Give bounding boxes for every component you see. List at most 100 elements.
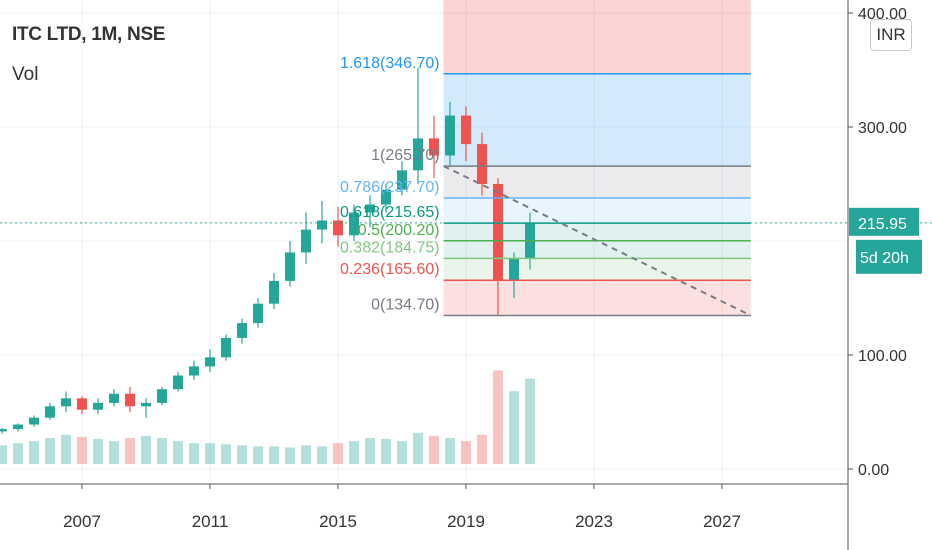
candle-body <box>477 144 487 184</box>
volume-bar <box>525 378 535 464</box>
time-axis-labels: 2007 2011 2015 2019 2023 2027 <box>63 484 741 531</box>
candle-body <box>349 212 359 236</box>
candle-body <box>285 252 295 281</box>
candle-body <box>237 323 247 338</box>
price-tick-label: 400.00 <box>858 6 907 23</box>
candle-body <box>381 189 391 205</box>
volume-bar <box>157 438 167 464</box>
candle-body <box>461 115 471 145</box>
candle-body <box>189 366 199 376</box>
fib-zones <box>443 0 751 316</box>
fib-zone <box>443 166 751 199</box>
volume-bar <box>317 446 327 464</box>
volume-bar <box>509 391 519 464</box>
price-tick-label: 300.00 <box>858 120 907 137</box>
fib-label: 0.382(184.75) <box>340 239 440 256</box>
volume-bar <box>397 441 407 464</box>
candle-body <box>429 138 439 156</box>
volume-bar <box>13 443 23 464</box>
candle-body <box>413 138 423 171</box>
price-axis-labels: 400.00 300.00 100.00 0.00 <box>848 6 907 479</box>
volume-bar <box>61 434 71 464</box>
volume-bar <box>301 445 311 464</box>
fib-label: 0.5(200.20) <box>358 222 440 239</box>
time-tick-label: 2027 <box>703 512 741 531</box>
volume-bar <box>461 441 471 464</box>
volume-bar <box>445 438 455 464</box>
candle-body <box>269 280 279 304</box>
fib-zone <box>443 258 751 281</box>
candle-body <box>45 406 55 418</box>
candle-body <box>13 424 23 430</box>
volume-bar <box>125 438 135 464</box>
volume-bar <box>269 446 279 464</box>
fib-label: 0.618(215.65) <box>340 204 440 221</box>
volume-bar <box>413 432 423 464</box>
fib-levels: 1.618(346.70) 1(265.70) 0.786(237.70) 0.618… <box>340 55 751 317</box>
countdown-badge <box>856 239 922 274</box>
volume-bar <box>253 446 263 464</box>
volume-bars <box>0 370 535 464</box>
candle-body <box>493 184 503 281</box>
currency-button[interactable]: INR <box>870 19 912 51</box>
fib-zone <box>443 198 751 224</box>
price-tick-label: 0.00 <box>858 462 889 479</box>
fib-zone <box>443 280 751 316</box>
volume-bar <box>237 445 247 464</box>
candle-body <box>109 393 119 403</box>
volume-bar <box>0 445 7 464</box>
fib-label: 1(265.70) <box>371 147 440 164</box>
volume-bar <box>205 443 215 464</box>
candle-body <box>141 402 151 407</box>
candle-body <box>173 375 183 390</box>
time-tick-label: 2015 <box>319 512 357 531</box>
volume-bar <box>141 435 151 464</box>
candle-body <box>301 229 311 253</box>
candle-body <box>205 357 215 367</box>
volume-bar <box>109 441 119 464</box>
volume-bar <box>429 435 439 464</box>
candle-body <box>509 258 519 281</box>
candle-body <box>0 429 7 432</box>
symbol-title[interactable]: ITC LTD, 1M, NSE <box>12 24 166 45</box>
volume-indicator-label[interactable]: Vol <box>12 64 39 85</box>
volume-bar <box>93 439 103 464</box>
fib-label: 0(134.70) <box>371 296 440 313</box>
volume-bar <box>173 441 183 464</box>
candle-body <box>29 417 39 425</box>
volume-bar <box>221 444 231 464</box>
grid <box>0 0 848 484</box>
volume-bar <box>333 443 343 464</box>
last-price-badge <box>849 207 919 236</box>
fib-label: 0.786(237.70) <box>340 179 440 196</box>
candle-body <box>365 204 375 213</box>
candle-body <box>445 115 455 156</box>
time-tick-label: 2007 <box>63 512 101 531</box>
candle-body <box>125 393 135 407</box>
candle-body <box>221 337 231 358</box>
candle-body <box>333 220 343 236</box>
time-tick-label: 2023 <box>575 512 613 531</box>
volume-bar <box>365 438 375 464</box>
volume-bar <box>285 447 295 464</box>
candle-body <box>93 402 103 410</box>
candle-body <box>317 220 327 230</box>
time-tick-label: 2019 <box>447 512 485 531</box>
candle-body <box>397 170 407 190</box>
last-price-value: 215.95 <box>858 216 907 233</box>
candle-body <box>77 398 87 410</box>
fib-zone <box>443 73 751 167</box>
candle-body <box>61 398 71 407</box>
volume-bar <box>349 441 359 464</box>
candle-body <box>253 303 263 324</box>
volume-bar <box>381 439 391 464</box>
volume-bar <box>29 441 39 464</box>
volume-bar <box>477 434 487 464</box>
fib-trend-line <box>443 165 752 317</box>
countdown-value: 5d 20h <box>860 250 909 267</box>
volume-bar <box>493 370 503 464</box>
volume-bar <box>77 436 87 464</box>
volume-bar <box>45 438 55 464</box>
